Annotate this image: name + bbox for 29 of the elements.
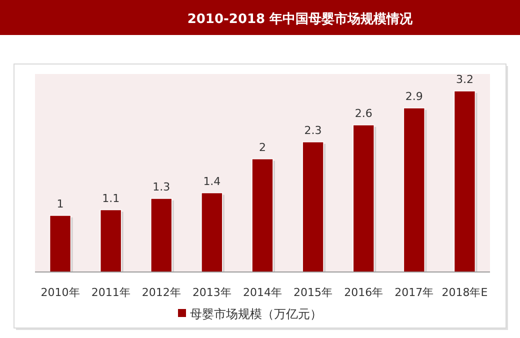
x-tick-label: 2014年 [243,286,282,299]
x-tick-label: 2011年 [91,286,130,299]
data-label: 2.3 [304,124,322,137]
bar [302,141,324,272]
chart-title: 2010-2018 年中国母婴市场规模情况 [187,11,414,27]
bar [201,192,223,272]
bar [454,90,476,272]
x-tick-label: 2017年 [394,286,434,299]
bar [252,158,274,272]
data-label: 2 [259,140,266,154]
bar [352,124,375,272]
data-label: 1.1 [102,192,120,205]
data-label: 1.3 [152,180,170,194]
x-tick-label: 2018年E [442,286,488,299]
x-tick-label: 2012年 [142,286,181,299]
data-label: 1.4 [203,174,221,188]
data-label: 1 [56,197,64,210]
x-tick-label: 2010年 [40,286,80,299]
data-label: 3.2 [456,72,474,86]
x-tick-label: 2015年 [294,286,333,299]
x-tick-label: 2013年 [192,286,232,299]
bar [100,209,122,272]
data-label: 2.9 [405,90,423,103]
legend: 母婴市场规模（万亿元） [178,307,322,321]
bar [150,198,172,272]
data-label: 2.6 [354,106,372,120]
x-tick-label: 2016年 [344,286,384,299]
bar [49,215,72,272]
bar [403,108,426,272]
